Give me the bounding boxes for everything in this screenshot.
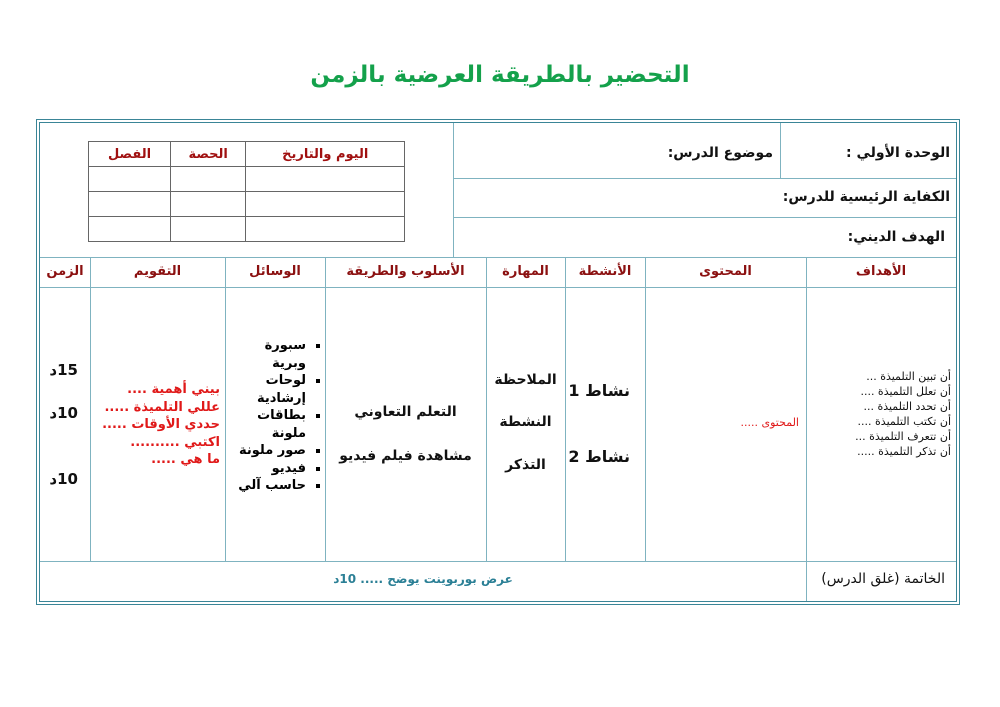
activities-header: الأنشطة <box>578 264 632 279</box>
content-header: المحتوى <box>699 264 752 279</box>
class-cell[interactable] <box>88 166 171 192</box>
page-title: التحضير بالطريقة العرضية بالزمن <box>310 62 690 88</box>
unit-label: الوحدة الأولي : <box>846 145 950 161</box>
day-date-header: اليوم والتاريخ <box>245 141 405 167</box>
objective-item: أن تذكر التلميذة ..... <box>857 445 951 458</box>
objectives-header: الأهداف <box>855 264 907 279</box>
activity-1: نشاط 1 <box>568 381 630 400</box>
divider <box>325 257 326 561</box>
divider <box>453 123 454 257</box>
divider <box>486 257 487 561</box>
divider <box>40 287 956 288</box>
evaluation-header: التقويم <box>133 264 182 279</box>
tools-list: سبورة وبرية لوحات إرشادية بطاقات ملونة ص… <box>232 337 322 495</box>
divider <box>645 257 646 561</box>
content-text: المحتوى ..... <box>740 416 799 429</box>
class-header: الفصل <box>88 141 171 167</box>
main-competency-label: الكفاية الرئيسية للدرس: <box>782 189 950 205</box>
method-item: مشاهدة فيلم فيديو <box>339 448 472 464</box>
skill-item: التذكر <box>505 457 546 473</box>
evaluation-item: اكتبي .......... <box>130 434 220 450</box>
time-item: 10د <box>49 470 78 488</box>
skill-item: الملاحظة <box>494 372 557 388</box>
divider <box>225 257 226 561</box>
objective-item: أن تتعرف التلميذة ... <box>855 430 951 443</box>
divider <box>40 561 956 562</box>
tool-item: لوحات إرشادية <box>232 372 306 407</box>
period-cell[interactable] <box>169 191 247 217</box>
divider <box>40 257 956 258</box>
period-cell[interactable] <box>169 216 247 242</box>
method-header: الأسلوب والطريقة <box>346 264 465 279</box>
religious-goal-label: الهدف الديني: <box>847 229 945 245</box>
plan-frame <box>36 119 960 605</box>
closing-label: الخاتمة (غلق الدرس) <box>821 571 945 587</box>
evaluation-item: عللي التلميذة ..... <box>104 399 220 415</box>
tool-item: فيديو <box>232 460 306 478</box>
skill-header: المهارة <box>502 264 549 279</box>
objective-item: أن تحدد التلميذة ... <box>863 400 951 413</box>
tool-item: حاسب آلي <box>232 477 306 495</box>
divider <box>565 257 566 561</box>
objectives-list: أن تبين التلميذة ... أن تعلل التلميذة ..… <box>855 369 951 459</box>
skill-item: النشطة <box>499 414 552 430</box>
period-header: الحصة <box>169 141 247 167</box>
evaluation-list: بيني أهمية .... عللي التلميذة ..... حددي… <box>102 381 220 469</box>
method-item: التعلم التعاوني <box>354 404 457 420</box>
divider <box>453 178 956 179</box>
tool-item: صور ملونة <box>232 442 306 460</box>
divider <box>90 257 91 561</box>
tool-item: سبورة وبرية <box>232 337 306 372</box>
class-cell[interactable] <box>88 191 171 217</box>
activity-2: نشاط 2 <box>568 447 630 466</box>
divider <box>806 257 807 601</box>
evaluation-item: بيني أهمية .... <box>127 382 220 397</box>
day-date-cell[interactable] <box>245 191 405 217</box>
lesson-topic-label: موضوع الدرس: <box>667 145 773 161</box>
evaluation-item: ما هي ..... <box>151 452 220 467</box>
divider <box>453 217 956 218</box>
time-header: الزمن <box>46 264 84 279</box>
day-date-cell[interactable] <box>245 166 405 192</box>
period-cell[interactable] <box>169 166 247 192</box>
class-cell[interactable] <box>88 216 171 242</box>
day-date-cell[interactable] <box>245 216 405 242</box>
time-item: 15د <box>49 361 78 379</box>
closing-text: عرض بوربوينت يوضح ..... 10د <box>333 572 513 586</box>
schedule-table: اليوم والتاريخ الحصة الفصل <box>88 141 405 242</box>
tools-header: الوسائل <box>249 264 301 279</box>
time-item: 10د <box>49 404 78 422</box>
divider <box>780 123 781 178</box>
objective-item: أن تبين التلميذة ... <box>866 370 951 383</box>
objective-item: أن تعلل التلميذة .... <box>860 385 951 398</box>
tool-item: بطاقات ملونة <box>232 407 306 442</box>
objective-item: أن تكتب التلميذة .... <box>857 415 951 428</box>
evaluation-item: حددي الأوقات ..... <box>102 417 220 432</box>
